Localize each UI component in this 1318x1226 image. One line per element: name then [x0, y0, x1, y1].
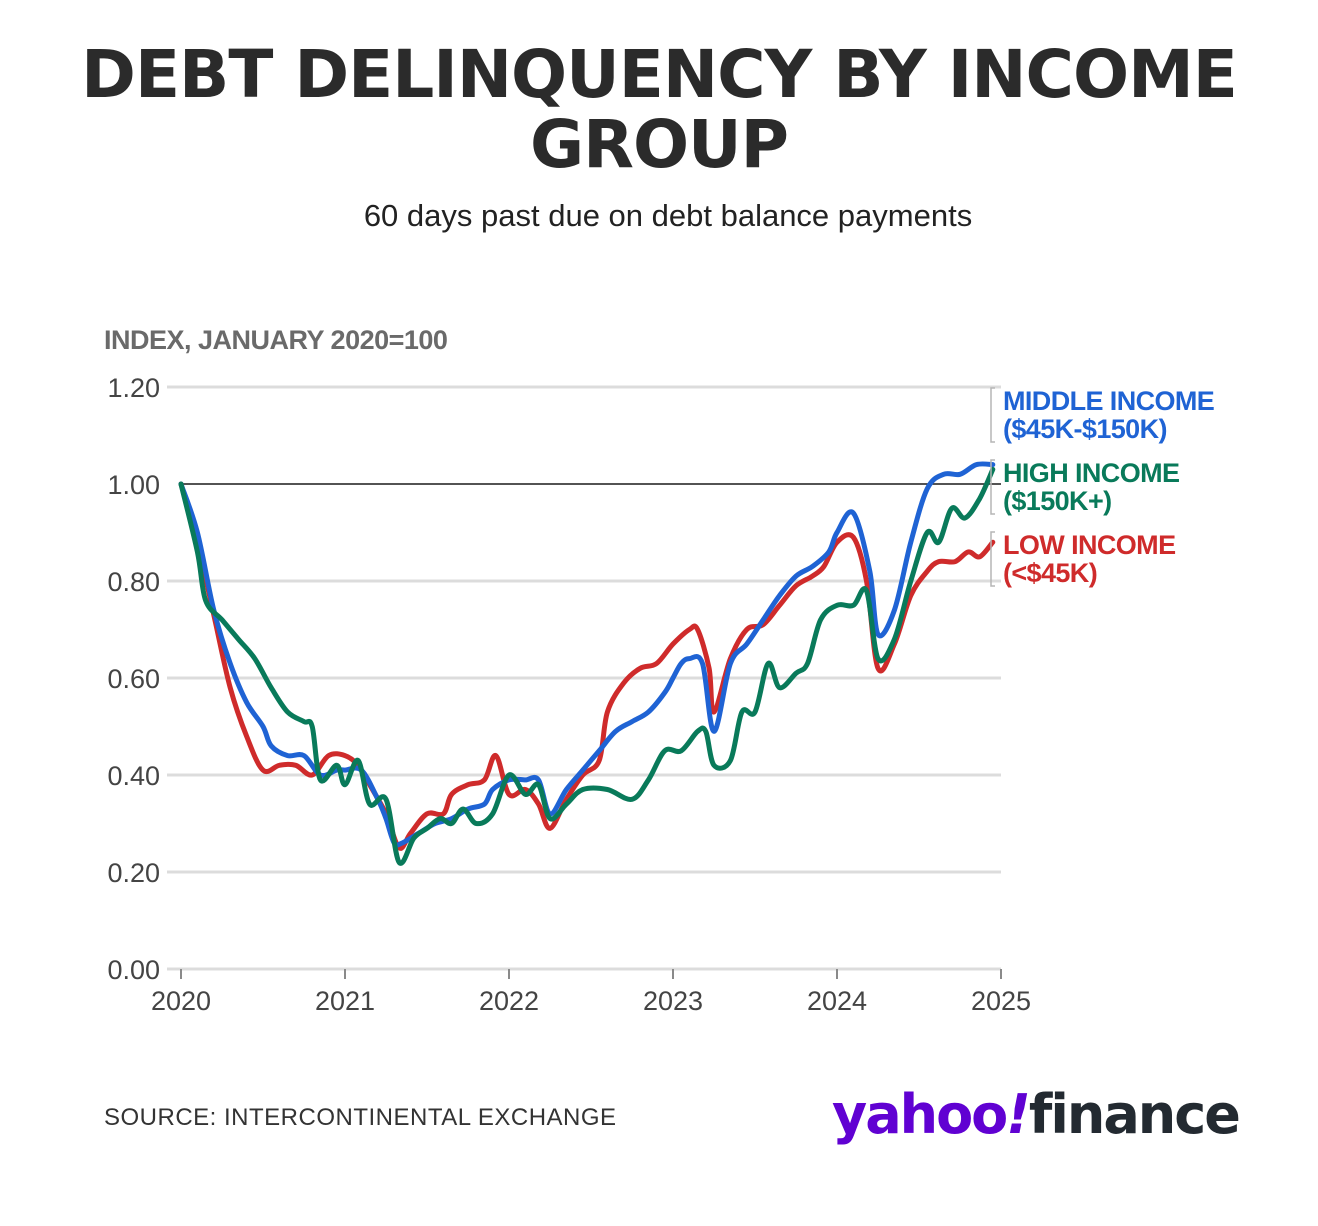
- series-line-middle: [178, 461, 996, 848]
- series-label-high: ($150K+): [1003, 486, 1112, 516]
- y-axis-title: INDEX, JANUARY 2020=100: [104, 325, 447, 355]
- y-tick-label: 0.20: [107, 858, 160, 888]
- y-tick-label: 0.80: [107, 567, 160, 597]
- series-label-high: HIGH INCOME: [1003, 458, 1179, 488]
- label-connector: [990, 387, 995, 443]
- chart-title: DEBT DELINQUENCY BY INCOME GROUP: [81, 36, 1238, 183]
- series-label-middle: MIDDLE INCOME: [1003, 386, 1214, 416]
- y-tick-label: 1.00: [107, 470, 160, 500]
- series-label-low: LOW INCOME: [1003, 530, 1175, 560]
- logo-finance: finance: [1028, 1083, 1241, 1146]
- x-tick-label: 2021: [315, 986, 375, 1016]
- y-tick-label: 0.40: [107, 761, 160, 791]
- series-line-low: [178, 481, 996, 851]
- line-chart: INDEX, JANUARY 2020=100 0.00 0.20 0.40 0.60…: [104, 325, 1215, 1016]
- x-tick-label: 2023: [643, 986, 703, 1016]
- series-line-high: [178, 466, 996, 866]
- y-tick-label: 0.00: [107, 955, 160, 985]
- series-label-middle: ($45K-$150K): [1003, 414, 1167, 444]
- label-connector: [990, 459, 995, 515]
- source-note: SOURCE: INTERCONTINENTAL EXCHANGE: [104, 1104, 617, 1131]
- y-tick-label: 1.20: [107, 373, 160, 403]
- series-label-low: (<$45K): [1003, 558, 1097, 588]
- series-lines: [178, 461, 996, 866]
- y-tick-label: 0.60: [107, 664, 160, 694]
- x-tick-label: 2025: [971, 986, 1031, 1016]
- x-tick-label: 2024: [807, 986, 867, 1016]
- axes: 0.00 0.20 0.40 0.60 0.80 1.00 1.20 2020 2021 2022…: [107, 373, 1031, 1016]
- series-labels: MIDDLE INCOME($45K-$150K) HIGH INCOME($15…: [990, 386, 1215, 588]
- label-connector: [990, 531, 995, 587]
- yahoo-finance-logo: yahoo!finance: [832, 1080, 1241, 1150]
- logo-exclamation: !: [1006, 1083, 1031, 1146]
- x-tick-label: 2022: [479, 986, 539, 1016]
- logo-yahoo: yahoo: [832, 1083, 1008, 1146]
- chart-subtitle: 60 days past due on debt balance payment…: [363, 198, 973, 233]
- x-tick-label: 2020: [151, 986, 211, 1016]
